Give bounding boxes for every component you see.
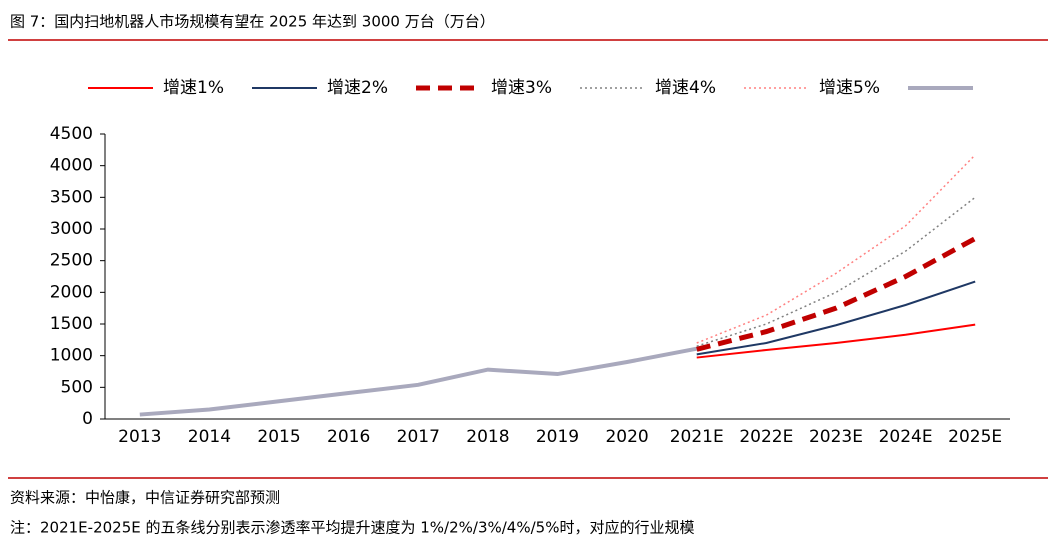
- series-line: [696, 323, 976, 359]
- legend-label: 增速2%: [327, 78, 388, 98]
- chart-title: 图 7：国内扫地机器人市场规模有望在 2025 年达到 3000 万台（万台）: [10, 13, 495, 31]
- y-tick-label: 1500: [50, 314, 93, 334]
- x-tick-label: 2017: [397, 427, 440, 447]
- x-tick-label: 2013: [118, 427, 161, 447]
- legend-label: 增速4%: [655, 78, 716, 98]
- y-tick-label: 1000: [50, 346, 93, 366]
- x-tick-label: 2023E: [809, 427, 863, 447]
- x-tick-label: 2015: [257, 427, 300, 447]
- legend-label: 增速1%: [163, 78, 224, 98]
- legend-label: 增速5%: [819, 78, 880, 98]
- x-tick-label: 2019: [536, 427, 579, 447]
- y-tick-label: 4500: [50, 124, 93, 144]
- x-tick-label: 2022E: [739, 427, 793, 447]
- y-tick-label: 500: [61, 377, 93, 397]
- y-tick-label: 2500: [50, 251, 93, 271]
- y-tick-label: 3500: [50, 187, 93, 207]
- x-tick-label: 2014: [188, 427, 231, 447]
- x-tick-label: 2025E: [948, 427, 1002, 447]
- x-tick-label: 2021E: [670, 427, 724, 447]
- y-tick-label: 0: [82, 409, 93, 429]
- series-line: [696, 280, 976, 356]
- source: 资料来源：中怡康，中信证券研究部预测: [10, 489, 280, 507]
- note: 注：2021E-2025E 的五条线分别表示渗透率平均提升速度为 1%/2%/3…: [10, 519, 694, 537]
- series-line: [696, 196, 976, 347]
- x-tick-label: 2024E: [879, 427, 933, 447]
- series-line: [696, 236, 977, 352]
- series-line: [696, 154, 976, 344]
- x-tick-label: 2018: [466, 427, 509, 447]
- series-line: [139, 346, 698, 417]
- y-tick-label: 3000: [50, 219, 93, 239]
- legend-label: 增速3%: [491, 78, 552, 98]
- x-tick-label: 2020: [605, 427, 648, 447]
- y-tick-label: 4000: [50, 156, 93, 176]
- x-tick-label: 2016: [327, 427, 370, 447]
- y-tick-label: 2000: [50, 282, 93, 302]
